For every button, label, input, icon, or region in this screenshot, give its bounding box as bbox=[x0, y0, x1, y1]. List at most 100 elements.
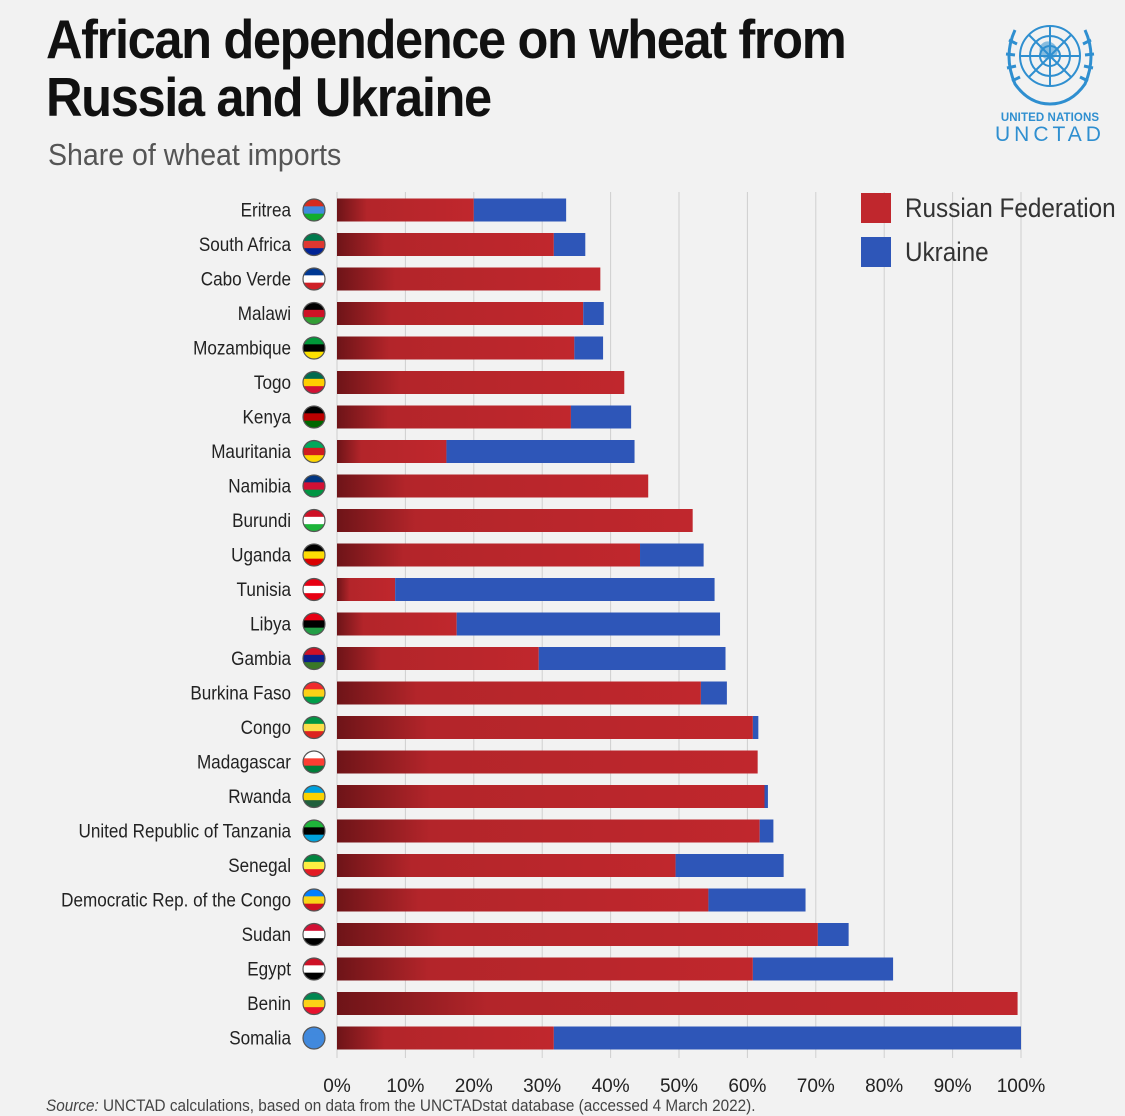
flag-outline bbox=[302, 957, 326, 981]
flag-outline bbox=[302, 1026, 326, 1050]
category-label: Mauritania bbox=[211, 441, 292, 462]
flag-band bbox=[303, 820, 325, 828]
bar-ukraine bbox=[817, 923, 849, 946]
bar-ukraine bbox=[553, 1026, 1021, 1050]
x-tick-label: 0% bbox=[323, 1076, 351, 1096]
bar-ukraine bbox=[456, 612, 721, 636]
flag-band bbox=[303, 233, 325, 242]
bar-russian-federation bbox=[337, 612, 457, 636]
flag-band bbox=[303, 800, 325, 808]
flag-icon bbox=[302, 1026, 326, 1050]
flag-outline bbox=[302, 405, 326, 429]
x-tick-label: 60% bbox=[728, 1076, 766, 1096]
flag-band bbox=[303, 654, 325, 663]
logo-name: UNCTAD bbox=[995, 123, 1105, 146]
x-tick-label: 40% bbox=[592, 1076, 630, 1096]
flag-band bbox=[303, 999, 325, 1008]
category-label: Rwanda bbox=[228, 786, 292, 807]
flag-band bbox=[303, 765, 325, 773]
category-label: Kenya bbox=[243, 407, 292, 428]
flag-band bbox=[303, 489, 325, 497]
bar-russian-federation bbox=[337, 440, 447, 463]
x-tick-label: 80% bbox=[865, 1076, 903, 1096]
flag-band bbox=[303, 378, 325, 387]
category-label: Gambia bbox=[231, 648, 292, 669]
flag-band bbox=[303, 834, 325, 842]
flag-band bbox=[303, 206, 325, 215]
flag-icon bbox=[302, 405, 326, 429]
flag-band bbox=[303, 627, 325, 635]
category-label: Togo bbox=[254, 372, 291, 393]
category-label: United Republic of Tanzania bbox=[79, 821, 292, 842]
flag-icon bbox=[302, 853, 326, 878]
un-emblem-icon bbox=[1005, 25, 1095, 106]
flag-outline bbox=[302, 681, 326, 705]
flag-band bbox=[303, 689, 325, 698]
flag-band bbox=[303, 509, 325, 518]
flag-band bbox=[303, 965, 325, 974]
category-label: Congo bbox=[241, 717, 291, 738]
flag-outline bbox=[302, 612, 326, 636]
x-tick-label: 70% bbox=[797, 1076, 835, 1096]
flag-band bbox=[303, 524, 325, 532]
flag-outline bbox=[302, 922, 326, 947]
flag-band bbox=[303, 551, 325, 560]
flag-icon bbox=[302, 370, 326, 395]
bar-russian-federation bbox=[337, 371, 625, 394]
flag-outline bbox=[302, 991, 326, 1016]
flag-band bbox=[303, 544, 325, 552]
flag-band bbox=[303, 751, 325, 759]
flag-icon bbox=[302, 439, 326, 464]
source-text: UNCTAD calculations, based on data from … bbox=[102, 1096, 756, 1115]
bar-russian-federation bbox=[337, 198, 474, 222]
flag-band bbox=[303, 420, 325, 428]
legend-label: Russian Federation bbox=[905, 194, 1116, 223]
flag-icon bbox=[302, 474, 326, 498]
bar-russian-federation bbox=[337, 716, 753, 739]
bar-russian-federation bbox=[337, 509, 693, 532]
flag-band bbox=[303, 578, 325, 587]
flag-band bbox=[303, 896, 325, 905]
bar-russian-federation bbox=[337, 923, 818, 946]
bar-ukraine bbox=[752, 957, 894, 981]
source-note: Source: UNCTAD calculations, based on da… bbox=[46, 1096, 756, 1116]
category-label: Somalia bbox=[229, 1028, 292, 1049]
x-tick-label: 90% bbox=[934, 1076, 972, 1096]
bar-russian-federation bbox=[337, 957, 753, 981]
flag-band bbox=[303, 406, 325, 414]
flag-outline bbox=[302, 646, 326, 671]
flag-band bbox=[303, 792, 325, 801]
flag-outline bbox=[302, 198, 326, 222]
x-tick-label: 30% bbox=[523, 1076, 561, 1096]
flag-band bbox=[303, 248, 325, 256]
flag-band bbox=[303, 585, 325, 594]
flag-band bbox=[303, 785, 325, 794]
flag-band bbox=[303, 972, 325, 980]
x-tick-label: 10% bbox=[386, 1076, 424, 1096]
flag-band bbox=[303, 827, 325, 836]
category-label: Libya bbox=[250, 614, 292, 635]
flag-outline bbox=[302, 543, 326, 567]
category-label: Benin bbox=[247, 993, 291, 1014]
flag-band bbox=[303, 240, 325, 249]
flag-outline bbox=[302, 508, 326, 533]
flag-band bbox=[303, 482, 325, 491]
chart-subtitle: Share of wheat imports bbox=[48, 137, 342, 172]
category-label: Egypt bbox=[247, 959, 291, 980]
bar-ukraine bbox=[675, 854, 784, 877]
flag-band bbox=[303, 903, 325, 911]
category-label: Sudan bbox=[242, 924, 291, 945]
bar-ukraine bbox=[759, 819, 774, 843]
flag-outline bbox=[302, 784, 326, 809]
flag-band bbox=[303, 662, 325, 670]
chart-title: African dependence on wheat from Russia … bbox=[46, 8, 847, 128]
flag-outline bbox=[302, 439, 326, 464]
bar-russian-federation bbox=[337, 681, 701, 705]
bar-ukraine bbox=[574, 336, 604, 360]
bar-russian-federation bbox=[337, 543, 641, 567]
category-label: Madagascar bbox=[197, 752, 291, 773]
flag-icon bbox=[302, 991, 326, 1016]
flag-icon bbox=[302, 957, 326, 981]
flag-outline bbox=[302, 370, 326, 395]
flag-band bbox=[303, 758, 325, 767]
